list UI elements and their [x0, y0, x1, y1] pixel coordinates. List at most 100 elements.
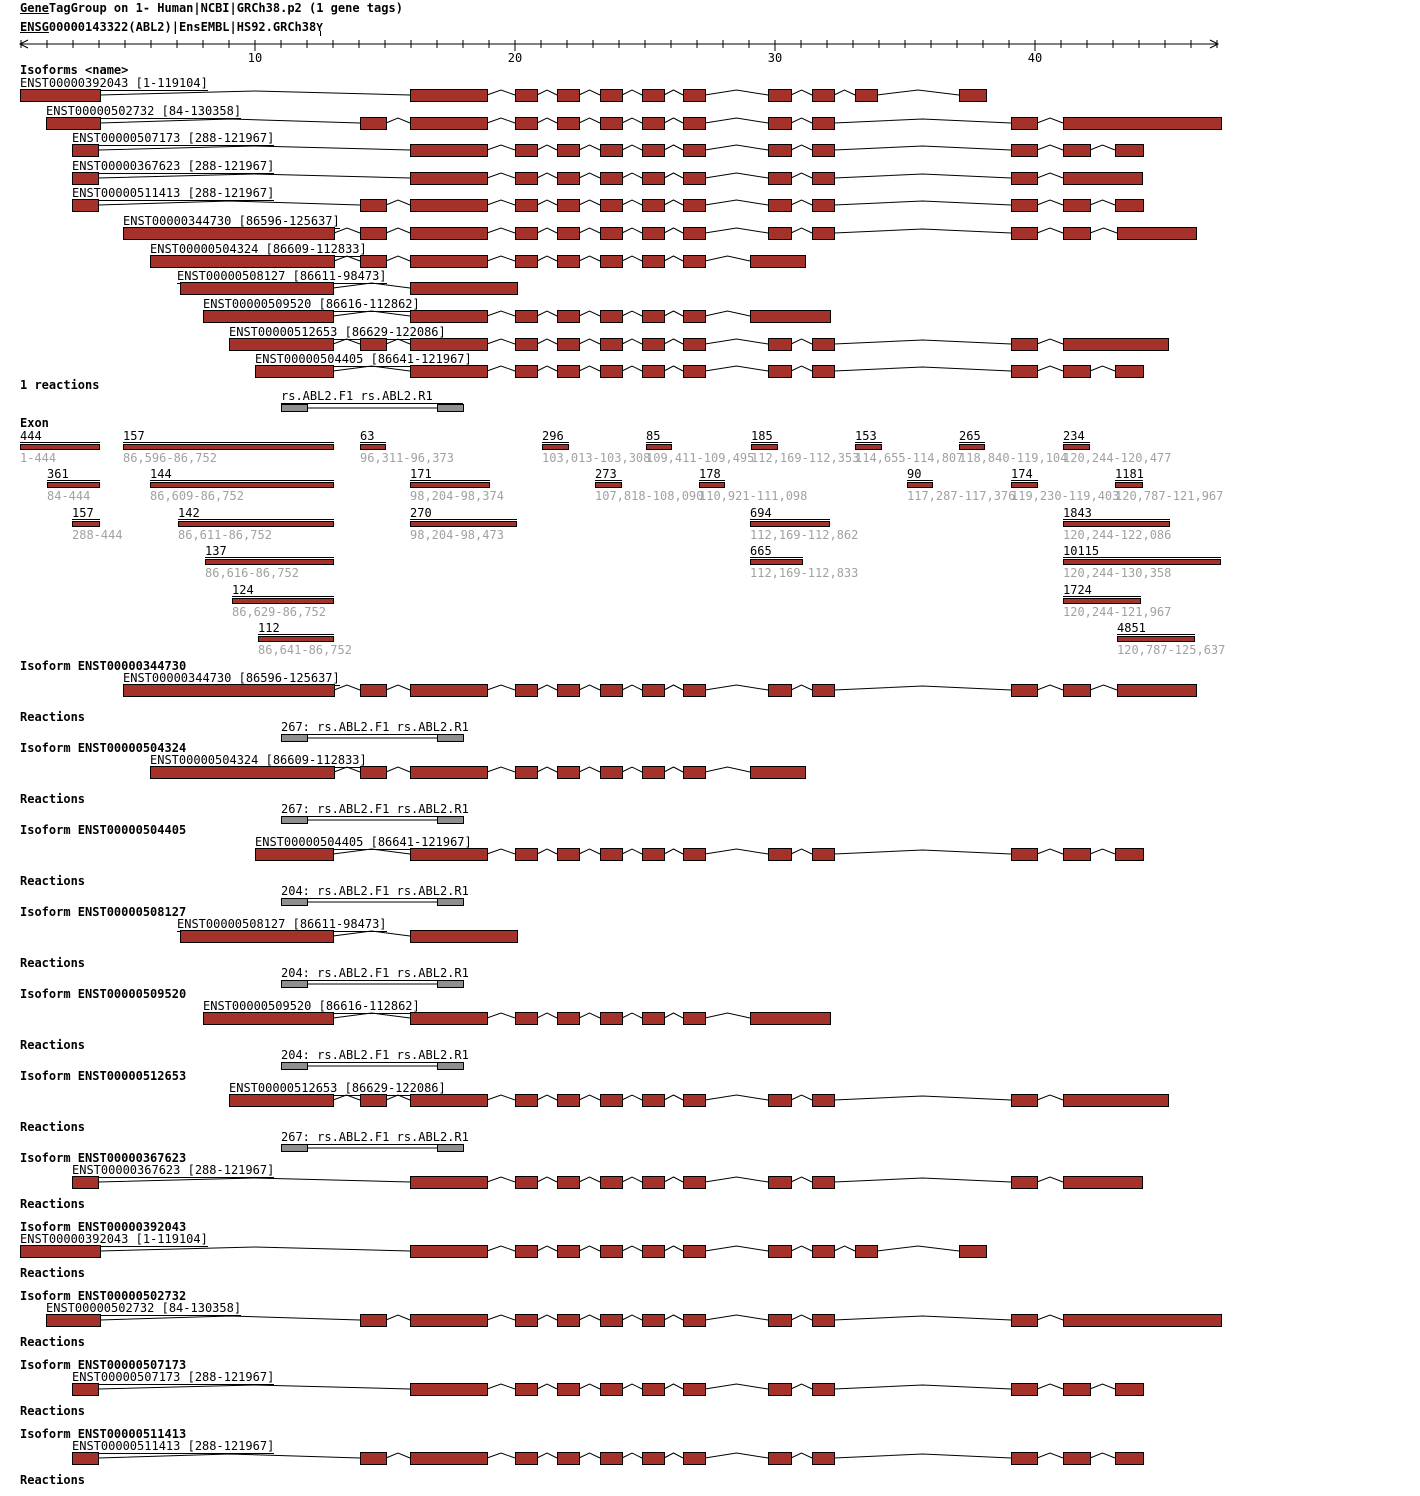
exon-box[interactable] [410, 227, 488, 240]
exon-bar[interactable] [646, 444, 672, 450]
exon-box[interactable] [360, 199, 387, 212]
forward-primer-box[interactable] [281, 1144, 308, 1152]
transcript-track-ENST00000511413[interactable] [0, 198, 1420, 213]
exon-length-label[interactable]: 270 [410, 507, 517, 520]
exon-box[interactable] [515, 1176, 538, 1189]
exon-box[interactable] [557, 338, 580, 351]
exon-box[interactable] [812, 1452, 835, 1465]
exon-box[interactable] [1063, 365, 1091, 378]
exon-box[interactable] [600, 848, 623, 861]
exon-box[interactable] [1011, 1176, 1038, 1189]
exon-box[interactable] [1011, 338, 1038, 351]
exon-box[interactable] [557, 144, 580, 157]
ensg-gene-link[interactable]: ENSG [20, 20, 49, 34]
transcript-track-ENST00000504324[interactable] [0, 765, 1420, 780]
exon-length-label[interactable]: 157 [123, 430, 334, 443]
exon-box[interactable] [683, 766, 706, 779]
exon-box[interactable] [410, 117, 488, 130]
exon-bar[interactable] [123, 444, 334, 450]
transcript-label-ENST00000502732[interactable]: ENST00000502732 [84-130358] [46, 104, 242, 119]
reaction-primer-label[interactable]: 204: rs.ABL2.F1 rs.ABL2.R1 [281, 966, 469, 981]
exon-box[interactable] [812, 365, 835, 378]
exon-box[interactable] [1011, 1383, 1038, 1396]
exon-box[interactable] [515, 1452, 538, 1465]
exon-bar[interactable] [258, 636, 334, 642]
exon-length-label[interactable]: 124 [232, 584, 334, 597]
exon-box[interactable] [515, 227, 538, 240]
transcript-track-ENST00000508127[interactable] [0, 929, 1420, 944]
exon-box[interactable] [20, 89, 101, 102]
exon-box[interactable] [642, 684, 665, 697]
exon-length-label[interactable]: 273 [595, 468, 622, 481]
transcript-label-ENST00000507173[interactable]: ENST00000507173 [288-121967] [72, 1370, 275, 1385]
transcript-label-ENST00000512653[interactable]: ENST00000512653 [86629-122086] [229, 325, 446, 340]
exon-box[interactable] [410, 365, 488, 378]
exon-box[interactable] [1011, 1094, 1038, 1107]
exon-box[interactable] [959, 89, 987, 102]
exon-bar[interactable] [360, 444, 386, 450]
exon-bar[interactable] [1063, 444, 1090, 450]
exon-length-label[interactable]: 112 [258, 622, 334, 635]
exon-box[interactable] [360, 1094, 387, 1107]
exon-box[interactable] [360, 338, 387, 351]
exon-box[interactable] [683, 365, 706, 378]
exon-box[interactable] [768, 89, 792, 102]
exon-box[interactable] [768, 1452, 792, 1465]
transcript-track-ENST00000504405[interactable] [0, 364, 1420, 379]
gene-tag-group-link[interactable]: Gene [20, 1, 49, 15]
exon-box[interactable] [683, 1452, 706, 1465]
exon-box[interactable] [1115, 199, 1144, 212]
exon-box[interactable] [600, 144, 623, 157]
exon-box[interactable] [410, 310, 488, 323]
exon-box[interactable] [750, 255, 806, 268]
exon-box[interactable] [515, 1012, 538, 1025]
exon-box[interactable] [683, 227, 706, 240]
exon-length-label[interactable]: 1843 [1063, 507, 1170, 520]
exon-box[interactable] [515, 365, 538, 378]
exon-box[interactable] [600, 255, 623, 268]
exon-box[interactable] [360, 1314, 387, 1327]
exon-box[interactable] [150, 255, 335, 268]
reaction-primer-label[interactable]: 267: rs.ABL2.F1 rs.ABL2.R1 [281, 1130, 469, 1145]
transcript-track-ENST00000502732[interactable] [0, 1313, 1420, 1328]
exon-length-label[interactable]: 694 [750, 507, 830, 520]
exon-length-label[interactable]: 1724 [1063, 584, 1141, 597]
exon-box[interactable] [557, 255, 580, 268]
exon-box[interactable] [46, 117, 101, 130]
exon-box[interactable] [557, 1176, 580, 1189]
reverse-primer-box[interactable] [437, 1062, 464, 1070]
exon-box[interactable] [750, 1012, 831, 1025]
transcript-track-ENST00000367623[interactable] [0, 171, 1420, 186]
exon-box[interactable] [557, 227, 580, 240]
transcript-track-ENST00000504405[interactable] [0, 847, 1420, 862]
exon-box[interactable] [768, 117, 792, 130]
exon-box[interactable] [812, 1176, 835, 1189]
exon-box[interactable] [812, 848, 835, 861]
exon-bar[interactable] [699, 482, 725, 488]
exon-box[interactable] [683, 172, 706, 185]
exon-box[interactable] [683, 848, 706, 861]
exon-box[interactable] [812, 199, 835, 212]
exon-length-label[interactable]: 157 [72, 507, 100, 520]
exon-bar[interactable] [1011, 482, 1038, 488]
exon-box[interactable] [683, 684, 706, 697]
exon-box[interactable] [600, 89, 623, 102]
exon-box[interactable] [72, 144, 99, 157]
exon-box[interactable] [1115, 848, 1144, 861]
exon-box[interactable] [1011, 365, 1038, 378]
exon-length-label[interactable]: 665 [750, 545, 803, 558]
reverse-primer-box[interactable] [437, 1144, 464, 1152]
forward-primer-box[interactable] [281, 898, 308, 906]
exon-box[interactable] [1063, 1314, 1222, 1327]
exon-box[interactable] [180, 282, 334, 295]
reverse-primer-box[interactable] [437, 898, 464, 906]
forward-primer-box[interactable] [281, 734, 308, 742]
reaction-primer-label[interactable]: 204: rs.ABL2.F1 rs.ABL2.R1 [281, 884, 469, 899]
exon-box[interactable] [557, 365, 580, 378]
exon-box[interactable] [683, 1383, 706, 1396]
exon-bar[interactable] [178, 521, 334, 527]
exon-box[interactable] [768, 1245, 792, 1258]
exon-length-label[interactable]: 444 [20, 430, 100, 443]
exon-box[interactable] [812, 1383, 835, 1396]
exon-box[interactable] [642, 365, 665, 378]
